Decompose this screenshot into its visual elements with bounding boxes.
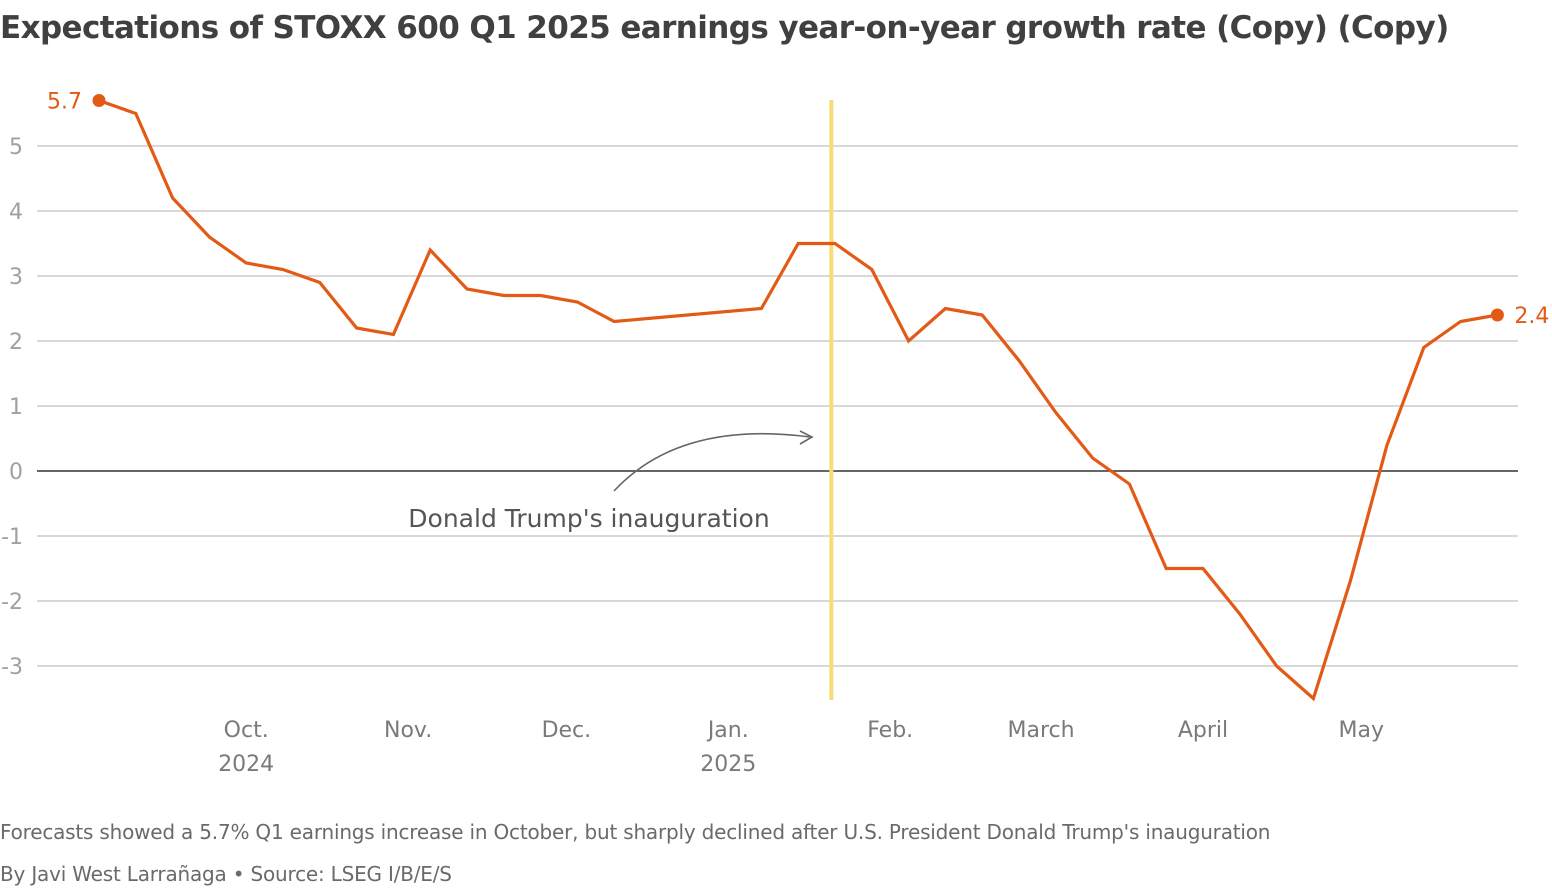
x-tick-label: Dec. <box>542 718 592 743</box>
last-value-label: 2.4 <box>1514 304 1549 329</box>
first-value-label: 5.7 <box>47 90 82 115</box>
chart-credit: By Javi West Larrañaga • Source: LSEG I/… <box>0 862 452 886</box>
annotation-label: Donald Trump's inauguration <box>408 504 769 533</box>
gridlines <box>37 145 1518 667</box>
y-tick-label: 5 <box>9 135 23 160</box>
y-tick-label: -2 <box>1 590 23 615</box>
x-tick-label: May <box>1338 718 1383 743</box>
endpoint-marker <box>92 94 106 107</box>
chart-subtitle: Forecasts showed a 5.7% Q1 earnings incr… <box>0 820 1271 844</box>
x-tick-label: March <box>1008 718 1075 743</box>
y-axis: -3 -2 -1 0 1 2 3 4 5 <box>1 135 23 680</box>
y-tick-label: 3 <box>9 265 23 290</box>
x-tick-label: Oct. <box>224 718 269 743</box>
arrowhead-icon <box>799 430 814 445</box>
series-line <box>98 98 1498 702</box>
x-tick-label: April <box>1178 718 1228 743</box>
x-tick-year-label: 2025 <box>700 752 756 777</box>
x-axis: Oct. 2024 Nov. Dec. Jan. 2025 Feb. March April Ma… <box>218 718 1384 777</box>
annotation: Donald Trump's inauguration <box>408 430 814 533</box>
x-tick-year-label: 2024 <box>218 752 274 777</box>
line-chart: -3 -2 -1 0 1 2 3 4 5 Oct. 2024 Nov. Dec. Jan. 2025 Feb… <box>1 90 1549 778</box>
x-tick-label: Jan. <box>706 718 749 743</box>
y-tick-label: 1 <box>9 395 23 420</box>
y-tick-label: 4 <box>9 200 23 225</box>
y-tick-label: 2 <box>9 330 23 355</box>
y-tick-label: -1 <box>1 525 23 550</box>
series: 5.7 2.4 <box>47 90 1549 702</box>
endpoint-marker <box>1490 308 1504 322</box>
y-tick-label: -3 <box>1 655 23 680</box>
x-tick-label: Feb. <box>867 718 913 743</box>
y-tick-label: 0 <box>9 460 23 485</box>
annotation-arrow <box>613 432 811 492</box>
chart-title: Expectations of STOXX 600 Q1 2025 earnin… <box>0 10 1449 46</box>
x-tick-label: Nov. <box>384 718 432 743</box>
